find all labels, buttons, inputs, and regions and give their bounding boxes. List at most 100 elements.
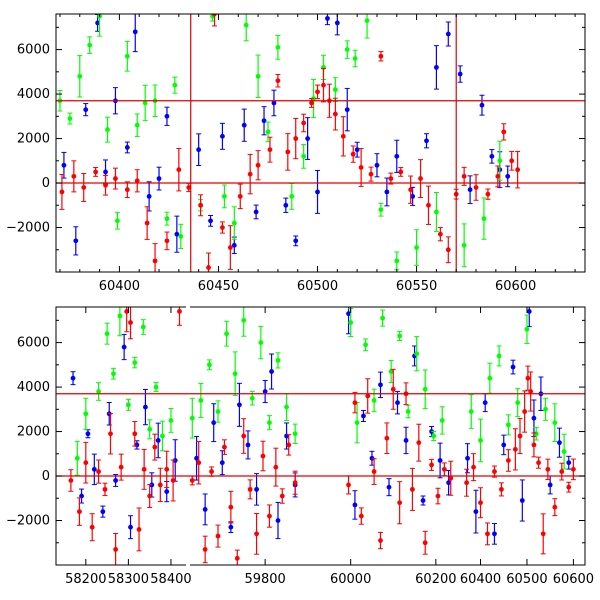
data-point: [497, 140, 503, 181]
marker: [134, 178, 140, 184]
data-point: [232, 351, 238, 397]
marker: [557, 440, 562, 446]
series-2: [59, 14, 521, 272]
data-point: [533, 427, 539, 441]
marker: [124, 187, 130, 193]
marker: [410, 486, 415, 492]
marker: [468, 409, 474, 414]
series-2: [68, 307, 182, 565]
series-2: [346, 368, 454, 555]
data-point: [255, 150, 261, 181]
data-point: [540, 513, 546, 555]
data-point: [423, 133, 429, 149]
marker: [70, 375, 76, 381]
data-point: [124, 141, 130, 154]
marker: [143, 404, 148, 410]
marker: [378, 53, 384, 59]
marker: [164, 113, 170, 119]
data-point: [132, 356, 138, 369]
data-point: [390, 368, 396, 410]
x-tick-label: 60400: [99, 279, 140, 294]
marker: [361, 413, 366, 419]
marker: [321, 82, 326, 88]
marker: [388, 176, 394, 181]
data-point: [344, 87, 350, 132]
data-point: [395, 390, 401, 415]
marker: [540, 531, 546, 537]
data-point: [284, 393, 290, 422]
data-point: [501, 123, 507, 141]
marker: [249, 395, 255, 401]
data-point: [437, 227, 443, 242]
marker: [228, 504, 234, 510]
marker: [525, 375, 531, 381]
data-point: [377, 531, 383, 550]
marker: [395, 400, 400, 406]
marker: [124, 53, 130, 59]
data-point: [468, 394, 474, 429]
data-point: [448, 460, 454, 496]
data-point: [144, 206, 150, 240]
data-point: [509, 150, 515, 171]
marker: [113, 176, 118, 181]
data-point: [487, 362, 493, 394]
data-point: [531, 432, 537, 458]
marker: [262, 389, 268, 394]
data-point: [73, 226, 79, 256]
data-point: [435, 487, 441, 505]
data-point: [258, 325, 264, 360]
data-point: [397, 330, 403, 341]
data-point: [273, 447, 279, 487]
data-point: [79, 488, 85, 504]
marker: [536, 460, 541, 466]
marker: [515, 167, 521, 173]
data-point: [464, 468, 470, 497]
marker: [509, 158, 515, 164]
marker: [134, 122, 140, 128]
marker: [397, 500, 403, 506]
data-point: [422, 369, 428, 410]
data-point: [219, 122, 225, 150]
marker: [461, 173, 467, 179]
data-point: [505, 414, 511, 436]
data-point: [505, 449, 511, 472]
y-tick-label: 6000: [17, 43, 50, 58]
data-point: [134, 113, 140, 137]
data-point: [371, 458, 377, 485]
marker: [309, 100, 314, 106]
data-point: [512, 428, 518, 471]
data-point: [368, 166, 374, 182]
marker: [128, 524, 133, 530]
marker: [155, 438, 161, 443]
marker: [350, 151, 356, 157]
marker: [198, 398, 204, 403]
data-point: [378, 202, 384, 217]
marker: [198, 202, 204, 208]
data-point: [437, 442, 443, 479]
data-point: [405, 404, 411, 419]
marker: [283, 202, 289, 208]
marker: [561, 449, 567, 454]
marker: [279, 493, 285, 499]
marker: [108, 431, 113, 437]
data-point: [473, 174, 479, 201]
data-point: [543, 397, 549, 421]
y-tick-label: 0: [42, 469, 50, 484]
marker: [284, 404, 289, 410]
marker: [346, 311, 351, 317]
marker: [71, 173, 77, 179]
data-point: [429, 458, 435, 471]
top-frame: [55, 13, 586, 273]
marker: [124, 145, 130, 150]
data-point: [262, 379, 268, 404]
marker: [496, 353, 502, 359]
data-point: [536, 456, 542, 469]
marker: [526, 309, 532, 314]
data-point: [388, 359, 394, 384]
marker: [132, 360, 138, 366]
data-point: [241, 307, 247, 337]
data-point: [283, 197, 289, 213]
data-point: [556, 427, 562, 458]
marker: [543, 406, 548, 412]
